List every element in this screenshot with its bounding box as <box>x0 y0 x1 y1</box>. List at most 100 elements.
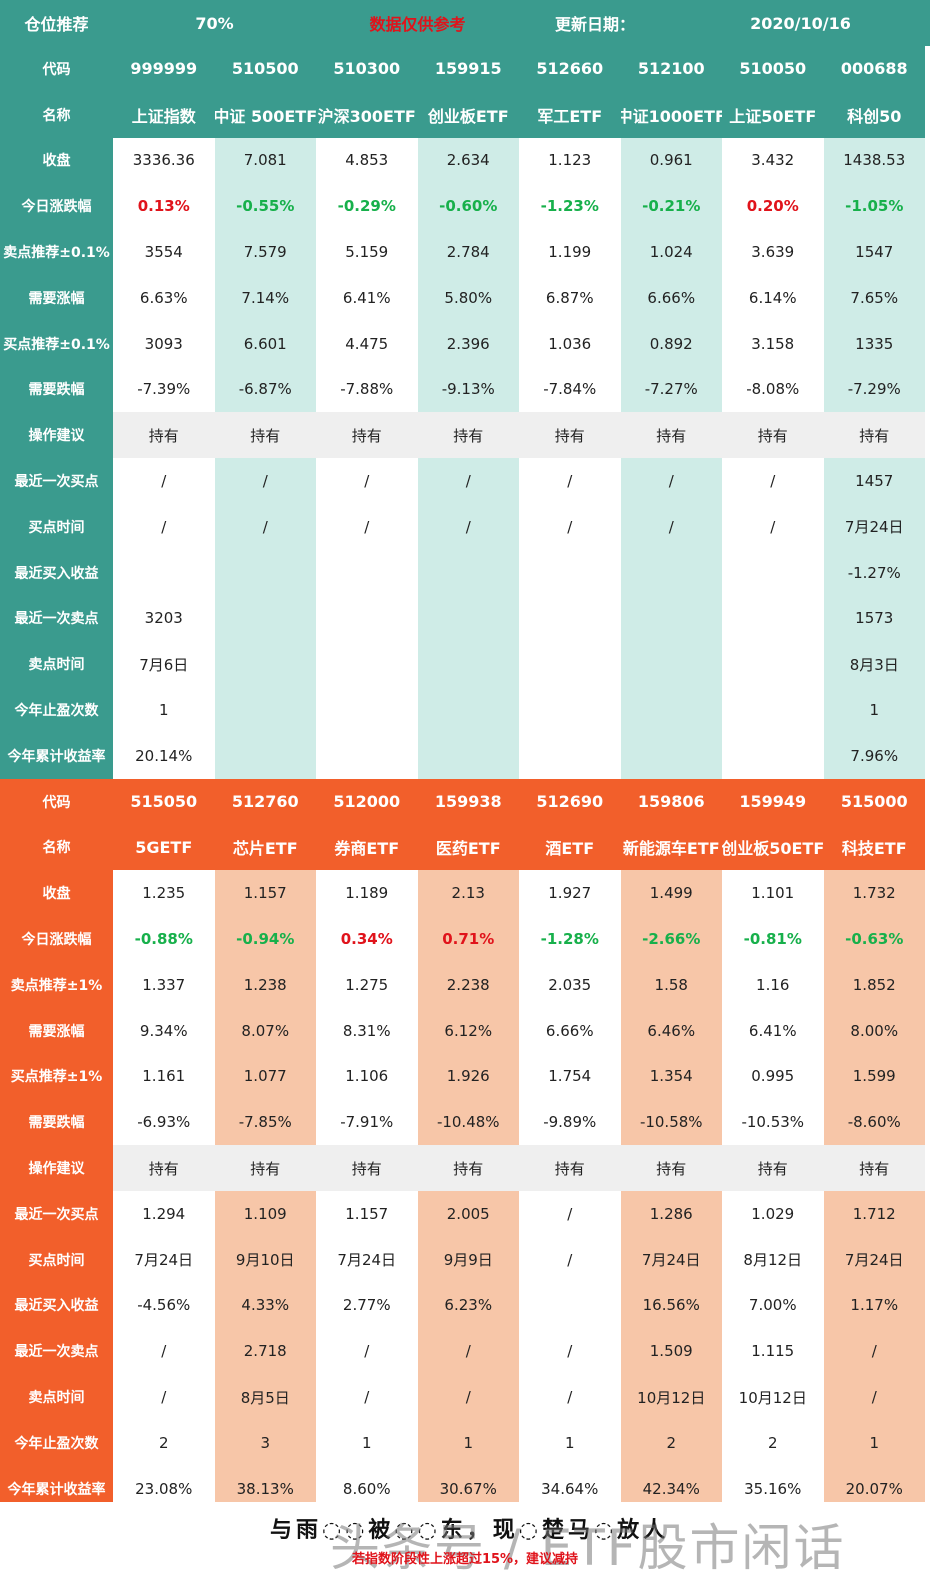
table-cell: 1.852 <box>823 961 925 1008</box>
table-cell: 3.639 <box>722 229 824 275</box>
table-cell <box>417 641 519 688</box>
table-cell: -7.91% <box>316 1099 418 1146</box>
table-cell: 3093 <box>113 320 215 367</box>
table-cell: 1.17% <box>823 1282 925 1329</box>
table-cell: 512760 <box>214 778 316 825</box>
table-row: 卖点推荐±1% 1.337 1.238 1.275 2.238 2.035 1.58 1.16… <box>0 961 930 1008</box>
table-cell: 1.024 <box>620 229 722 275</box>
table-cell <box>519 595 621 642</box>
table-cell: -0.94% <box>214 916 316 962</box>
table-cell: 1.189 <box>316 870 418 917</box>
table-cell: 7.579 <box>214 229 316 275</box>
table-cell: / <box>519 503 621 550</box>
table-cell: 持有 <box>620 1145 722 1191</box>
table-row: 代码 515050 512760 512000 159938 512690 159806 15… <box>0 778 930 825</box>
table-cell: -0.81% <box>722 916 824 962</box>
table-cell: 8.31% <box>316 1007 418 1054</box>
table-cell: 6.87% <box>519 274 621 321</box>
table-cell <box>316 595 418 642</box>
table-cell: 2.238 <box>417 961 519 1008</box>
table-row: 卖点时间/8月5日 / //10月12日 10月12日 / <box>0 1374 930 1420</box>
table-row: 名称 5GETF 芯片ETF 券商ETF 医药ETF 酒ETF 新能源车ETF 创业板50ET… <box>0 824 930 871</box>
table-cell: / <box>620 503 722 550</box>
table-cell: 1.712 <box>823 1190 925 1237</box>
table-cell: 1.275 <box>316 961 418 1008</box>
table-cell: 4.853 <box>316 137 418 184</box>
table-row: 卖点时间 7月6日 8月3日 <box>0 641 930 688</box>
table-cell: 3 <box>214 1419 316 1466</box>
table-cell: / <box>316 1374 418 1420</box>
table-cell: 6.46% <box>620 1007 722 1054</box>
table-cell: 510050 <box>722 46 824 92</box>
row-label: 名称 <box>0 91 113 138</box>
table-row: 最近一次卖点/2.718///1.509 1.115/ <box>0 1328 930 1375</box>
row-label: 最近一次买点 <box>0 458 113 504</box>
table-cell: 持有 <box>214 412 316 459</box>
footer-slogan: 与雨◌◌被◌◌东，现◌楚马◌放人 <box>270 1517 670 1543</box>
table-cell: 6.41% <box>722 1007 824 1054</box>
table-cell: / <box>519 1190 621 1237</box>
table-cell: 7.00% <box>722 1282 824 1329</box>
table-cell: / <box>823 1374 925 1420</box>
table-cell: 1.926 <box>417 1053 519 1100</box>
row-label: 最近一次卖点 <box>0 595 113 642</box>
table-row: 买点时间 7月24日 9月10日 7月24日 9月9日/7月24日 8月12日 7月24日 <box>0 1236 930 1283</box>
table-cell: -0.29% <box>316 183 418 230</box>
table-cell: 8月5日 <box>214 1374 316 1420</box>
table-cell: 0.995 <box>722 1053 824 1100</box>
row-label: 卖点推荐±1% <box>0 961 113 1008</box>
table-cell: 上证指数 <box>113 91 215 138</box>
table-cell: / <box>316 503 418 550</box>
table-cell: -6.87% <box>214 366 316 413</box>
table-cell: 512100 <box>620 46 722 92</box>
table-cell: 159938 <box>417 778 519 825</box>
table-cell: 科创50 <box>823 91 925 138</box>
table-cell: -0.88% <box>113 916 215 962</box>
table-cell: -0.21% <box>620 183 722 230</box>
table-cell: 20.14% <box>113 732 215 779</box>
row-label: 代码 <box>0 778 113 825</box>
table-cell: 1 <box>316 1419 418 1466</box>
table-cell <box>214 641 316 688</box>
update-date: 2020/10/16 <box>750 13 851 33</box>
table-cell: 8月12日 <box>722 1236 824 1283</box>
table-row: 需要跌幅 -6.93% -7.85% -7.91% -10.48% -9.89% -10.5… <box>0 1099 930 1146</box>
table-cell: 0.892 <box>620 320 722 367</box>
table-cell: / <box>417 1374 519 1420</box>
table-cell <box>620 595 722 642</box>
table-cell <box>214 687 316 733</box>
table-cell: 7.96% <box>823 732 925 779</box>
table-cell: 1.157 <box>214 870 316 917</box>
row-label: 代码 <box>0 46 113 92</box>
row-label: 买点时间 <box>0 503 113 550</box>
table-row: 收盘 1.235 1.157 1.189 2.13 1.927 1.499 1.101 1.73… <box>0 870 930 917</box>
table-row: 最近一次卖点 3203 1573 <box>0 595 930 642</box>
table-cell: 8.00% <box>823 1007 925 1054</box>
table-cell <box>519 549 621 596</box>
table-cell: 5.159 <box>316 229 418 275</box>
table-cell: / <box>113 1374 215 1420</box>
table-cell: 0.20% <box>722 183 824 230</box>
table-row: 今日涨跌幅 -0.88% -0.94% 0.34% 0.71% -1.28% -2.66% -… <box>0 916 930 962</box>
table-cell: 持有 <box>823 1145 925 1191</box>
table-cell: 9月9日 <box>417 1236 519 1283</box>
table-cell: -2.66% <box>620 916 722 962</box>
row-label: 今年止盈次数 <box>0 1419 113 1466</box>
row-label: 最近一次卖点 <box>0 1328 113 1375</box>
table-cell: -9.89% <box>519 1099 621 1146</box>
table-cell: 1.115 <box>722 1328 824 1375</box>
table-cell: / <box>417 1328 519 1375</box>
table-cell <box>417 732 519 779</box>
footer-note: 若指数阶段性上涨超过15%，建议减持 <box>351 1552 579 1567</box>
row-label: 需要涨幅 <box>0 1007 113 1054</box>
row-label: 收盘 <box>0 137 113 184</box>
table-cell <box>316 641 418 688</box>
table-cell <box>722 595 824 642</box>
table-cell: / <box>214 503 316 550</box>
table-cell <box>519 732 621 779</box>
table-cell: / <box>417 503 519 550</box>
table-cell: 1.235 <box>113 870 215 917</box>
table-cell: 7月24日 <box>823 1236 925 1283</box>
table-cell: 2 <box>722 1419 824 1466</box>
